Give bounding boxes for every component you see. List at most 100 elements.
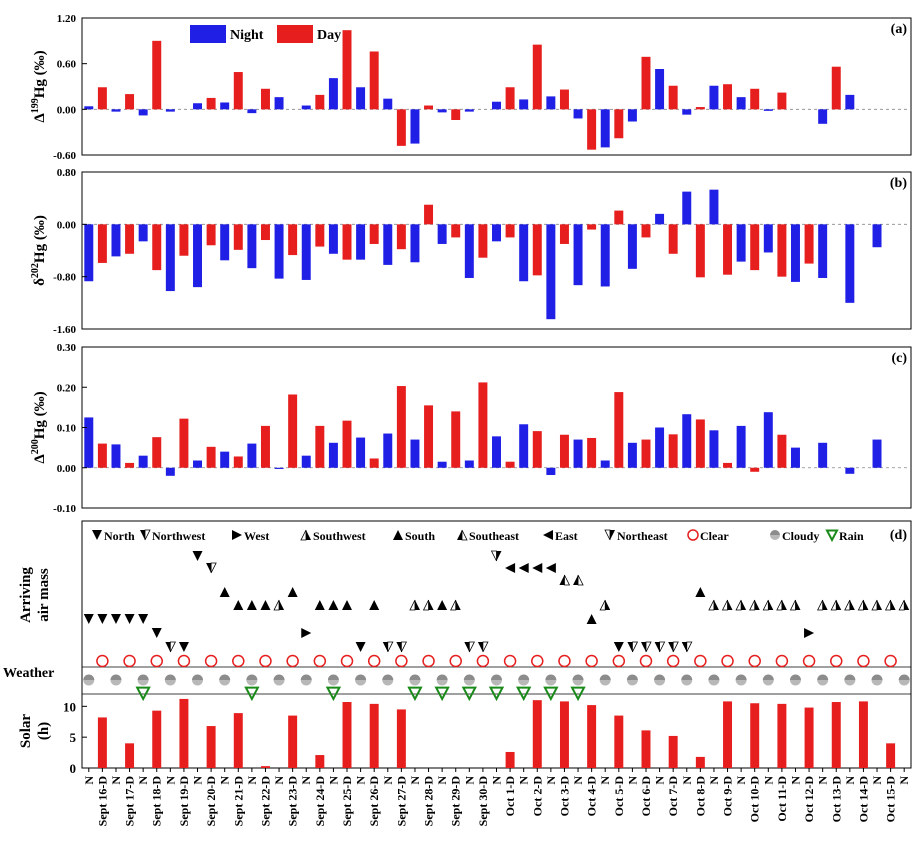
day-bar bbox=[559, 434, 569, 468]
day-bar bbox=[695, 419, 705, 468]
x-tick-label: Sept 23-D bbox=[286, 776, 300, 827]
clear-weather-marker bbox=[585, 654, 598, 668]
night-bar bbox=[872, 439, 882, 468]
legend-south-label: South bbox=[405, 529, 435, 543]
day-bar bbox=[396, 224, 406, 250]
night-bar bbox=[627, 442, 637, 468]
clear-weather-marker bbox=[612, 654, 626, 668]
air-mass-marker bbox=[287, 587, 298, 597]
night-bar bbox=[410, 439, 420, 468]
air-mass-weather-panel: North Northwest West Southwest South Southeas… bbox=[83, 529, 910, 702]
air-mass-marker bbox=[857, 599, 869, 611]
clear-weather-marker bbox=[558, 654, 571, 668]
legend-clear-label: Clear bbox=[700, 529, 729, 543]
x-tick-label: N bbox=[680, 776, 694, 785]
cloudy-weather-marker bbox=[545, 674, 557, 686]
x-tick-label: N bbox=[653, 776, 667, 785]
day-bar bbox=[288, 394, 298, 468]
x-tick-label: Oct 14-D bbox=[856, 776, 870, 823]
air-mass-marker bbox=[97, 614, 108, 624]
day-bar bbox=[723, 462, 733, 468]
cloudy-weather-marker bbox=[409, 674, 421, 686]
day-bar bbox=[97, 443, 107, 468]
legend-northwest-icon bbox=[140, 529, 151, 541]
day-bar bbox=[641, 224, 651, 238]
air-mass-marker bbox=[668, 641, 679, 653]
day-bar bbox=[668, 434, 678, 468]
cloudy-weather-marker bbox=[436, 674, 448, 686]
night-bar bbox=[410, 109, 420, 144]
night-bar bbox=[736, 97, 746, 110]
rain-weather-marker bbox=[135, 686, 151, 702]
day-bar bbox=[587, 224, 597, 230]
rain-weather-marker bbox=[407, 686, 423, 702]
clear-weather-marker bbox=[476, 654, 490, 668]
air-mass-marker bbox=[586, 614, 597, 624]
day-bar bbox=[614, 210, 624, 225]
x-tick-label: N bbox=[435, 776, 449, 785]
day-bar bbox=[695, 224, 705, 278]
y-tick-label: 0.60 bbox=[57, 59, 77, 71]
day-bar bbox=[750, 467, 760, 472]
y-axis-label: Arriving bbox=[18, 567, 34, 623]
x-tick-label: Oct 5-D bbox=[612, 776, 626, 817]
clear-weather-marker bbox=[802, 654, 816, 668]
night-bar bbox=[682, 191, 692, 225]
day-bar bbox=[750, 88, 760, 110]
x-tick-label: Sept 29-D bbox=[449, 776, 463, 827]
plot-frame bbox=[81, 346, 912, 509]
day-bar bbox=[424, 204, 434, 225]
air-mass-marker bbox=[328, 600, 339, 610]
x-tick-label: Sept 17-D bbox=[123, 776, 137, 827]
x-tick-label: Oct 2-D bbox=[530, 776, 544, 817]
night-bar bbox=[437, 224, 447, 244]
x-tick-label: N bbox=[788, 776, 802, 785]
rain-weather-marker bbox=[244, 686, 260, 702]
x-tick-label: N bbox=[381, 776, 395, 785]
night-bar bbox=[165, 109, 175, 112]
night-bar bbox=[165, 224, 175, 292]
day-bar bbox=[206, 97, 216, 110]
night-bar bbox=[600, 224, 610, 287]
legend-day-label: Day bbox=[317, 28, 341, 43]
x-tick-label: Sept 24-D bbox=[313, 776, 327, 827]
rain-weather-marker bbox=[488, 686, 505, 702]
air-mass-marker bbox=[409, 599, 420, 611]
day-bar bbox=[804, 224, 814, 264]
cloudy-weather-marker bbox=[762, 674, 774, 686]
night-bar bbox=[519, 224, 529, 282]
night-bar bbox=[301, 224, 311, 280]
day-bar bbox=[451, 109, 461, 120]
x-tick-label: Sept 20-D bbox=[204, 776, 218, 827]
clear-weather-marker bbox=[884, 654, 897, 668]
x-tick-label: Sept 25-D bbox=[340, 776, 354, 827]
air-mass-marker bbox=[233, 600, 244, 610]
night-bar bbox=[736, 224, 746, 262]
night-bar bbox=[655, 68, 665, 110]
x-tick-label: Oct 8-D bbox=[693, 776, 707, 817]
night-bar bbox=[682, 109, 692, 115]
air-mass-marker bbox=[898, 599, 910, 611]
x-tick-label: Sept 22-D bbox=[258, 776, 272, 827]
solar-bar bbox=[260, 766, 270, 768]
solar-bar bbox=[641, 730, 651, 768]
x-tick-label: Oct 7-D bbox=[666, 776, 680, 817]
day-bar bbox=[451, 224, 461, 238]
night-bar bbox=[682, 414, 692, 468]
x-tick-label: Sept 19-D bbox=[177, 776, 191, 827]
x-tick-label: N bbox=[625, 776, 639, 785]
air-mass-marker bbox=[437, 600, 448, 610]
day-bar bbox=[424, 405, 434, 468]
y-axis-label: Solar bbox=[18, 714, 34, 749]
axis-labels: 1.20 0.60 0.00 -0.60 (a) Δ199Hg (‰) 0.80 0.00 -0… bbox=[3, 13, 907, 776]
night-bar bbox=[845, 224, 855, 303]
solar-bar bbox=[886, 743, 896, 768]
solar-bar bbox=[396, 709, 406, 768]
y-tick-label: 0.00 bbox=[57, 104, 77, 116]
night-bar bbox=[464, 460, 474, 468]
air-mass-marker bbox=[817, 599, 828, 611]
day-bar bbox=[478, 224, 488, 258]
day-bar bbox=[260, 425, 270, 468]
air-mass-marker bbox=[464, 641, 475, 653]
x-tick-label: Oct 13-D bbox=[829, 776, 843, 823]
